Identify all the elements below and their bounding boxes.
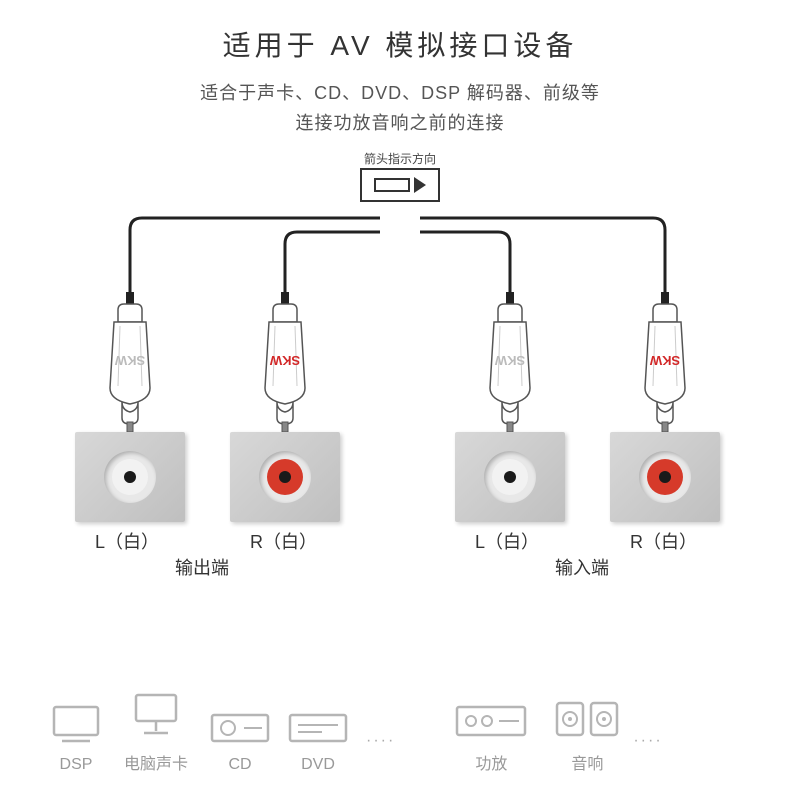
device-item: DSP (50, 703, 102, 774)
jack-ring (647, 459, 683, 495)
device-item: DVD (288, 713, 348, 774)
rca-plug: SKW (635, 292, 695, 432)
device-icon (130, 693, 182, 742)
rca-plug: SKW (100, 292, 160, 432)
device-icon (555, 701, 619, 742)
rca-jack (610, 432, 720, 522)
device-icon (455, 705, 527, 742)
jack-label: L（白） (475, 528, 539, 554)
rca-plug: SKW (255, 292, 315, 432)
device-icon (288, 713, 348, 748)
jack-hole (259, 451, 311, 503)
device-label: CD (228, 756, 251, 774)
rca-jack (230, 432, 340, 522)
page-title: 适用于 AV 模拟接口设备 (0, 0, 800, 64)
device-item: 电脑声卡 (124, 693, 188, 774)
jack-ring (112, 459, 148, 495)
output-section-label: 输出端 (175, 554, 229, 580)
jack-center (279, 471, 291, 483)
subtitle-line1: 适合于声卡、CD、DVD、DSP 解码器、前级等 (0, 78, 800, 108)
device-row: DSP 电脑声卡 CD DVD ···· 功放 音响 ···· (0, 693, 800, 774)
input-section-label: 输入端 (555, 554, 609, 580)
svg-text:SKW: SKW (494, 353, 525, 368)
jack-hole (639, 451, 691, 503)
device-label: 音响 (571, 750, 603, 774)
jack-center (124, 471, 136, 483)
ellipsis: ···· (633, 732, 662, 774)
jack-hole (484, 451, 536, 503)
device-label: DSP (60, 756, 93, 774)
jack-label: R（白） (630, 528, 697, 554)
svg-text:SKW: SKW (114, 353, 145, 368)
jack-ring (267, 459, 303, 495)
jack-label: R（白） (250, 528, 317, 554)
jack-hole (104, 451, 156, 503)
jack-label: L（白） (95, 528, 159, 554)
device-label: DVD (301, 756, 335, 774)
device-label: 功放 (475, 750, 507, 774)
svg-text:SKW: SKW (269, 353, 300, 368)
device-icon (210, 713, 270, 748)
device-icon (50, 703, 102, 748)
page-subtitle: 适合于声卡、CD、DVD、DSP 解码器、前级等 连接功放音响之前的连接 (0, 78, 800, 138)
subtitle-line2: 连接功放音响之前的连接 (0, 108, 800, 138)
device-item: CD (210, 713, 270, 774)
rca-jack (75, 432, 185, 522)
device-item: 音响 (555, 701, 619, 774)
device-label: 电脑声卡 (124, 750, 188, 774)
jack-center (504, 471, 516, 483)
rca-plug: SKW (480, 292, 540, 432)
svg-text:SKW: SKW (649, 353, 680, 368)
ellipsis: ···· (366, 732, 395, 774)
rca-jack (455, 432, 565, 522)
jack-center (659, 471, 671, 483)
jack-ring (492, 459, 528, 495)
device-item: 功放 (455, 705, 527, 774)
cable-diagram: 箭头指示方向 SKW SKW SKW (0, 144, 800, 564)
